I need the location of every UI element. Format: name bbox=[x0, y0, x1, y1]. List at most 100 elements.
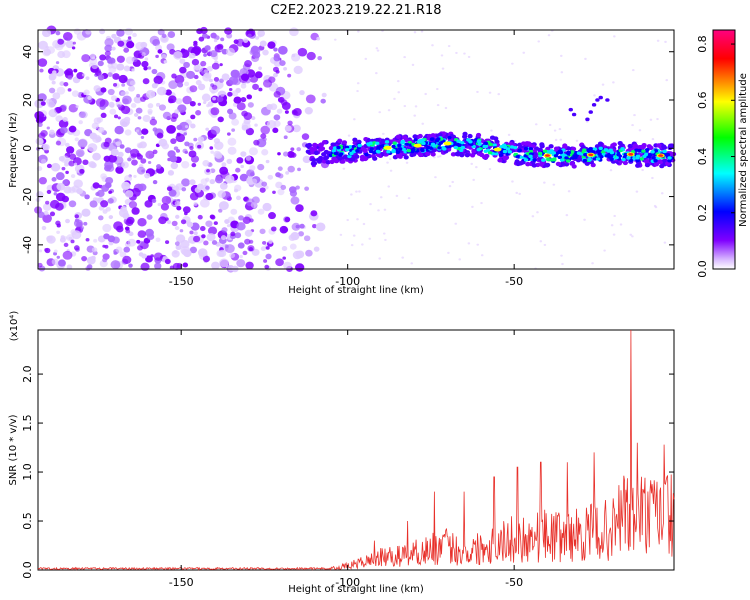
heatmap-noise-cell bbox=[117, 104, 121, 108]
heatmap-noise-cell bbox=[115, 166, 124, 174]
heatmap-sparse-cell bbox=[382, 232, 386, 235]
heatmap-noise-cell bbox=[51, 177, 57, 182]
heatmap-noise-cell bbox=[240, 151, 247, 157]
heatmap-noise-cell bbox=[174, 200, 181, 207]
heatmap-noise-cell bbox=[46, 235, 56, 244]
heatmap-noise-cell bbox=[117, 116, 121, 120]
heatmap-signal-cell bbox=[493, 136, 499, 141]
heatmap-noise-cell bbox=[175, 98, 183, 105]
heatmap-signal-core-cell bbox=[587, 147, 593, 151]
heatmap-sparse-cell bbox=[663, 241, 667, 244]
heatmap-sparse-cell bbox=[387, 185, 391, 188]
heatmap-signal-cell bbox=[330, 142, 336, 147]
heatmap-noise-cell bbox=[38, 40, 48, 50]
heatmap-noise-cell bbox=[173, 50, 183, 60]
heatmap-noise-cell bbox=[282, 256, 286, 260]
heatmap-noise-cell bbox=[65, 68, 74, 76]
heatmap-noise-cell bbox=[140, 158, 147, 164]
heatmap-noise-cell bbox=[75, 149, 85, 158]
snr-y-ticks: 0.0 0.5 1.0 1.5 2.0 bbox=[21, 365, 674, 579]
heatmap-noise-cell bbox=[277, 166, 283, 171]
heatmap-signal-cell bbox=[656, 143, 662, 148]
heatmap-noise-cell bbox=[107, 58, 113, 64]
heatmap-noise-cell bbox=[183, 61, 190, 69]
heatmap-noise-cell bbox=[175, 133, 186, 143]
heatmap-sparse-cell bbox=[537, 40, 541, 43]
heatmap-signal-cell bbox=[374, 137, 380, 143]
heatmap-noise-cell bbox=[304, 106, 313, 115]
heatmap-noise-cell bbox=[35, 137, 44, 145]
heatmap-noise-cell bbox=[114, 114, 119, 119]
heatmap-branch-cell bbox=[585, 117, 590, 122]
heatmap-noise-cell bbox=[247, 102, 254, 108]
heatmap-noise-cell bbox=[280, 99, 288, 106]
heatmap-signal-core-cell bbox=[437, 146, 442, 150]
heatmap-signal-cell bbox=[325, 159, 331, 165]
heatmap-noise-cell bbox=[71, 230, 82, 240]
heatmap-noise-cell bbox=[298, 231, 305, 237]
heatmap-noise-cell bbox=[224, 244, 235, 254]
heatmap-signal-core-cell bbox=[345, 148, 350, 152]
heatmap-signal-core-cell bbox=[404, 142, 410, 146]
heatmap-signal-cell bbox=[340, 159, 346, 164]
heatmap-signal-core-cell bbox=[639, 157, 645, 161]
heatmap-noise-cell bbox=[276, 108, 283, 114]
heatmap-noise-cell bbox=[290, 196, 300, 205]
heatmap-noise-cell bbox=[182, 95, 192, 105]
heatmap-noise-cell bbox=[248, 147, 258, 156]
heatmap-noise-cell bbox=[50, 162, 61, 172]
heatmap-noise-cell bbox=[99, 54, 107, 61]
heatmap-noise-cell bbox=[146, 233, 155, 241]
heatmap-noise-cell bbox=[227, 265, 234, 272]
heatmap-signal-core-cell bbox=[499, 145, 504, 149]
heatmap-noise-cell bbox=[289, 243, 297, 250]
heatmap-sparse-cell bbox=[375, 47, 379, 50]
heatmap-noise-cell bbox=[263, 259, 268, 263]
heatmap-noise-cell bbox=[254, 71, 263, 79]
heatmap-noise-cell bbox=[133, 112, 139, 117]
heatmap-noise-cell bbox=[261, 181, 268, 187]
heatmap-sparse-cell bbox=[383, 208, 387, 211]
heatmap-noise-cell bbox=[102, 223, 112, 233]
heatmap-noise-cell bbox=[207, 226, 218, 235]
heatmap-signal-core-cell bbox=[513, 145, 518, 150]
heatmap-noise-cell bbox=[211, 240, 218, 245]
heatmap-noise-cell bbox=[90, 255, 96, 261]
heatmap-noise-cell bbox=[315, 222, 326, 232]
heatmap-noise-cell bbox=[116, 55, 125, 63]
heatmap-noise-cell bbox=[247, 33, 252, 38]
heatmap-noise-cell bbox=[305, 249, 313, 257]
heatmap-noise-cell bbox=[201, 33, 208, 39]
heatmap-noise-cell bbox=[112, 73, 120, 80]
heatmap-sparse-cell bbox=[513, 139, 517, 143]
heatmap-noise-cell bbox=[171, 220, 178, 227]
heatmap-noise-cell bbox=[48, 109, 58, 118]
heatmap-noise-cell bbox=[171, 73, 177, 79]
heatmap-noise-cell bbox=[260, 125, 271, 135]
heatmap-noise-cell bbox=[202, 255, 210, 263]
heatmap-signal-core-cell bbox=[457, 143, 462, 148]
heatmap-noise-cell bbox=[130, 102, 137, 108]
heatmap-noise-cell bbox=[55, 192, 66, 202]
heatmap-noise-cell bbox=[211, 84, 218, 90]
heatmap-sparse-cell bbox=[347, 134, 351, 137]
heatmap-noise-cell bbox=[70, 174, 76, 179]
heatmap-sparse-cell bbox=[559, 138, 563, 141]
heatmap-noise-cell bbox=[219, 258, 229, 268]
heatmap-noise-cell bbox=[108, 190, 113, 194]
heatmap-sparse-cell bbox=[511, 180, 514, 183]
heatmap-noise-cell bbox=[78, 120, 83, 125]
heatmap-noise-cell bbox=[163, 60, 168, 64]
heatmap-noise-cell bbox=[121, 161, 129, 169]
heatmap-noise-cell bbox=[128, 263, 133, 268]
heatmap-noise-cell bbox=[124, 174, 133, 183]
heatmap-sparse-cell bbox=[613, 35, 616, 38]
heatmap-signal-core-cell bbox=[366, 142, 371, 146]
heatmap-noise-cell bbox=[51, 80, 56, 85]
heatmap-sparse-cell bbox=[656, 39, 660, 42]
heatmap-noise-cell bbox=[186, 221, 194, 228]
heatmap-noise-cell bbox=[305, 94, 316, 104]
heatmap-noise-cell bbox=[147, 103, 154, 109]
heatmap-noise-cell bbox=[152, 180, 158, 185]
heatmap-sparse-cell bbox=[507, 133, 511, 137]
